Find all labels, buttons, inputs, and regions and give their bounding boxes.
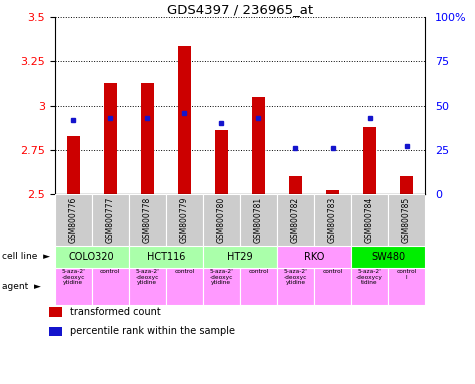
- Text: RKO: RKO: [304, 252, 324, 262]
- Bar: [388, 194, 425, 246]
- Text: SW480: SW480: [371, 252, 405, 262]
- Bar: [215, 130, 228, 194]
- Bar: [203, 246, 277, 268]
- Bar: [66, 136, 80, 194]
- Text: GSM800780: GSM800780: [217, 197, 226, 243]
- Text: GSM800781: GSM800781: [254, 197, 263, 243]
- Text: agent  ►: agent ►: [2, 282, 41, 291]
- Bar: [240, 268, 277, 305]
- Text: control: control: [174, 269, 194, 274]
- Bar: [363, 127, 376, 194]
- Bar: [277, 194, 314, 246]
- Bar: [141, 83, 154, 194]
- Bar: [178, 46, 191, 194]
- Bar: [240, 194, 277, 246]
- Bar: [49, 326, 62, 336]
- Text: percentile rank within the sample: percentile rank within the sample: [70, 326, 235, 336]
- Text: 5-aza-2'
-deoxyc
ytidine: 5-aza-2' -deoxyc ytidine: [61, 269, 85, 285]
- Text: 5-aza-2'
-deoxyc
ytidine: 5-aza-2' -deoxyc ytidine: [284, 269, 307, 285]
- Bar: [129, 194, 166, 246]
- Text: 5-aza-2'
-deoxycy
tidine: 5-aza-2' -deoxycy tidine: [356, 269, 383, 285]
- Bar: [252, 97, 265, 194]
- Text: control: control: [323, 269, 342, 274]
- Text: GSM800779: GSM800779: [180, 197, 189, 243]
- Bar: [351, 194, 388, 246]
- Bar: [289, 176, 302, 194]
- Bar: [92, 194, 129, 246]
- Bar: [203, 194, 240, 246]
- Text: 5-aza-2'
-deoxyc
ytidine: 5-aza-2' -deoxyc ytidine: [209, 269, 233, 285]
- Bar: [314, 194, 351, 246]
- Bar: [49, 307, 62, 317]
- Bar: [166, 268, 203, 305]
- Text: control: control: [100, 269, 120, 274]
- Bar: [277, 268, 314, 305]
- Bar: [314, 268, 351, 305]
- Bar: [351, 268, 388, 305]
- Bar: [326, 190, 339, 194]
- Bar: [203, 268, 240, 305]
- Text: 5-aza-2'
-deoxyc
ytidine: 5-aza-2' -deoxyc ytidine: [135, 269, 159, 285]
- Bar: [277, 246, 351, 268]
- Text: GSM800783: GSM800783: [328, 197, 337, 243]
- Bar: [351, 246, 425, 268]
- Text: HCT116: HCT116: [147, 252, 185, 262]
- Text: GSM800785: GSM800785: [402, 197, 411, 243]
- Text: GSM800784: GSM800784: [365, 197, 374, 243]
- Bar: [400, 176, 413, 194]
- Text: cell line  ►: cell line ►: [2, 252, 50, 262]
- Bar: [55, 194, 92, 246]
- Text: HT29: HT29: [227, 252, 253, 262]
- Bar: [55, 246, 129, 268]
- Text: GSM800782: GSM800782: [291, 197, 300, 243]
- Bar: [388, 268, 425, 305]
- Bar: [92, 268, 129, 305]
- Text: COLO320: COLO320: [69, 252, 114, 262]
- Title: GDS4397 / 236965_at: GDS4397 / 236965_at: [167, 3, 313, 16]
- Bar: [104, 83, 117, 194]
- Bar: [55, 268, 92, 305]
- Text: transformed count: transformed count: [70, 307, 161, 317]
- Text: GSM800776: GSM800776: [69, 197, 77, 243]
- Bar: [166, 194, 203, 246]
- Text: control
l: control l: [397, 269, 417, 280]
- Text: GSM800778: GSM800778: [143, 197, 152, 243]
- Bar: [129, 246, 203, 268]
- Bar: [129, 268, 166, 305]
- Text: control: control: [248, 269, 268, 274]
- Text: GSM800777: GSM800777: [106, 197, 114, 243]
